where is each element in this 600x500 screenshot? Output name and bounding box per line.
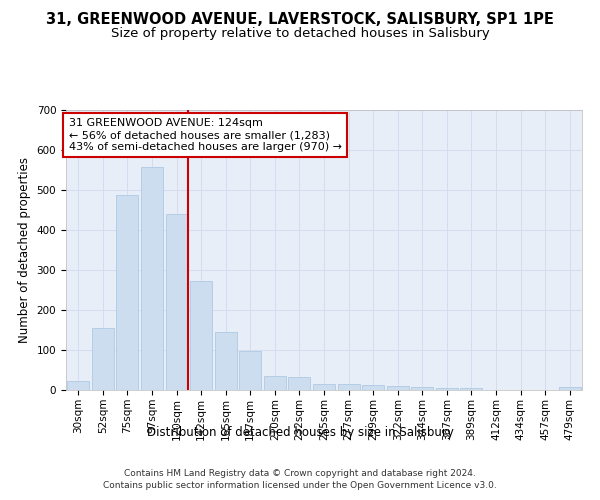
Bar [166,214,188,390]
Bar [386,386,409,390]
Text: Size of property relative to detached houses in Salisbury: Size of property relative to detached ho… [110,28,490,40]
Text: 31, GREENWOOD AVENUE, LAVERSTOCK, SALISBURY, SP1 1PE: 31, GREENWOOD AVENUE, LAVERSTOCK, SALISB… [46,12,554,28]
Y-axis label: Number of detached properties: Number of detached properties [18,157,31,343]
Bar [264,376,286,390]
Text: 31 GREENWOOD AVENUE: 124sqm
← 56% of detached houses are smaller (1,283)
43% of : 31 GREENWOOD AVENUE: 124sqm ← 56% of det… [68,118,341,152]
Bar [362,385,384,390]
Bar [141,167,163,390]
Bar [190,281,212,390]
Bar [92,328,114,390]
Bar [411,387,433,390]
Bar [116,195,139,390]
Bar [239,351,262,390]
Text: Distribution of detached houses by size in Salisbury: Distribution of detached houses by size … [146,426,454,439]
Bar [559,387,581,390]
Bar [67,381,89,390]
Bar [338,384,359,390]
Bar [289,377,310,390]
Bar [460,388,482,390]
Bar [215,332,237,390]
Bar [436,388,458,390]
Bar [313,384,335,390]
Text: Contains HM Land Registry data © Crown copyright and database right 2024.
Contai: Contains HM Land Registry data © Crown c… [103,468,497,490]
